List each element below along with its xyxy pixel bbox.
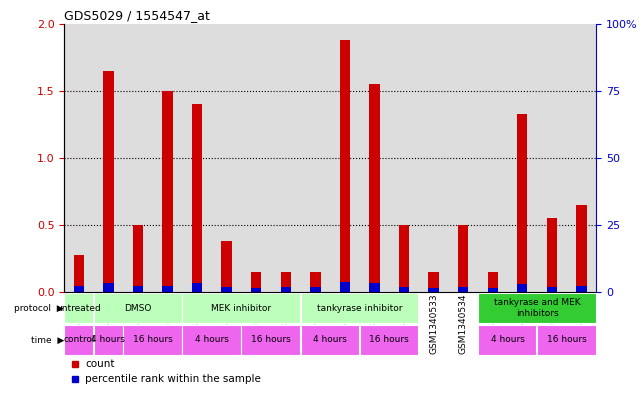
Text: control: control xyxy=(63,336,95,344)
Bar xyxy=(360,24,389,292)
Bar xyxy=(478,24,508,292)
Bar xyxy=(212,24,242,292)
Bar xyxy=(537,24,567,292)
Bar xyxy=(419,24,448,292)
Bar xyxy=(428,288,438,292)
Text: MEK inhibitor: MEK inhibitor xyxy=(212,304,272,313)
Text: untreated: untreated xyxy=(56,304,101,313)
Bar xyxy=(222,287,232,292)
Bar xyxy=(242,325,300,355)
Bar xyxy=(242,24,271,292)
Text: count: count xyxy=(85,359,115,369)
Text: 16 hours: 16 hours xyxy=(369,336,409,344)
Bar xyxy=(301,293,418,323)
Text: 4 hours: 4 hours xyxy=(313,336,347,344)
Text: 4 hours: 4 hours xyxy=(490,336,524,344)
Bar xyxy=(369,84,379,292)
Bar xyxy=(251,272,262,292)
Bar xyxy=(162,91,172,292)
Bar xyxy=(64,325,93,355)
Text: DMSO: DMSO xyxy=(124,304,152,313)
Bar xyxy=(360,325,418,355)
Bar xyxy=(537,325,595,355)
Text: 16 hours: 16 hours xyxy=(251,336,291,344)
Bar xyxy=(488,288,498,292)
Text: 16 hours: 16 hours xyxy=(133,336,172,344)
Bar xyxy=(74,255,84,292)
Bar xyxy=(310,287,320,292)
Bar xyxy=(123,325,182,355)
Bar xyxy=(133,286,143,292)
Bar xyxy=(399,287,409,292)
Bar xyxy=(517,114,528,292)
Bar xyxy=(478,293,595,323)
Bar xyxy=(271,24,301,292)
Text: tankyrase inhibitor: tankyrase inhibitor xyxy=(317,304,403,313)
Bar xyxy=(547,219,557,292)
Bar xyxy=(340,40,350,292)
Bar xyxy=(222,241,232,292)
Bar xyxy=(153,24,182,292)
Text: 4 hours: 4 hours xyxy=(92,336,126,344)
Bar xyxy=(123,24,153,292)
Bar xyxy=(182,325,241,355)
Bar xyxy=(192,104,203,292)
Bar xyxy=(103,283,113,292)
Bar xyxy=(369,283,379,292)
Text: percentile rank within the sample: percentile rank within the sample xyxy=(85,374,262,384)
Bar xyxy=(389,24,419,292)
Bar xyxy=(567,24,596,292)
Bar xyxy=(330,24,360,292)
Bar xyxy=(94,24,123,292)
Bar xyxy=(399,225,409,292)
Bar xyxy=(64,293,93,323)
Bar xyxy=(576,205,587,292)
Text: GDS5029 / 1554547_at: GDS5029 / 1554547_at xyxy=(64,9,210,22)
Text: protocol  ▶: protocol ▶ xyxy=(15,304,64,313)
Bar xyxy=(301,325,359,355)
Bar xyxy=(508,24,537,292)
Bar xyxy=(576,286,587,292)
Bar xyxy=(428,272,438,292)
Text: 4 hours: 4 hours xyxy=(195,336,229,344)
Bar xyxy=(448,24,478,292)
Bar xyxy=(517,284,528,292)
Bar xyxy=(458,225,469,292)
Bar xyxy=(74,286,84,292)
Bar xyxy=(64,24,94,292)
Bar xyxy=(182,293,300,323)
Bar xyxy=(488,272,498,292)
Bar xyxy=(458,287,469,292)
Bar xyxy=(478,325,537,355)
Bar xyxy=(103,71,113,292)
Bar xyxy=(94,325,122,355)
Bar xyxy=(192,283,203,292)
Bar xyxy=(182,24,212,292)
Bar xyxy=(340,281,350,292)
Bar xyxy=(94,293,182,323)
Bar xyxy=(162,286,172,292)
Bar xyxy=(301,24,330,292)
Bar xyxy=(251,288,262,292)
Bar xyxy=(310,272,320,292)
Bar xyxy=(281,272,291,292)
Text: 16 hours: 16 hours xyxy=(547,336,587,344)
Bar xyxy=(547,287,557,292)
Bar xyxy=(281,287,291,292)
Text: time  ▶: time ▶ xyxy=(31,336,64,344)
Bar xyxy=(133,225,143,292)
Text: tankyrase and MEK
inhibitors: tankyrase and MEK inhibitors xyxy=(494,299,580,318)
